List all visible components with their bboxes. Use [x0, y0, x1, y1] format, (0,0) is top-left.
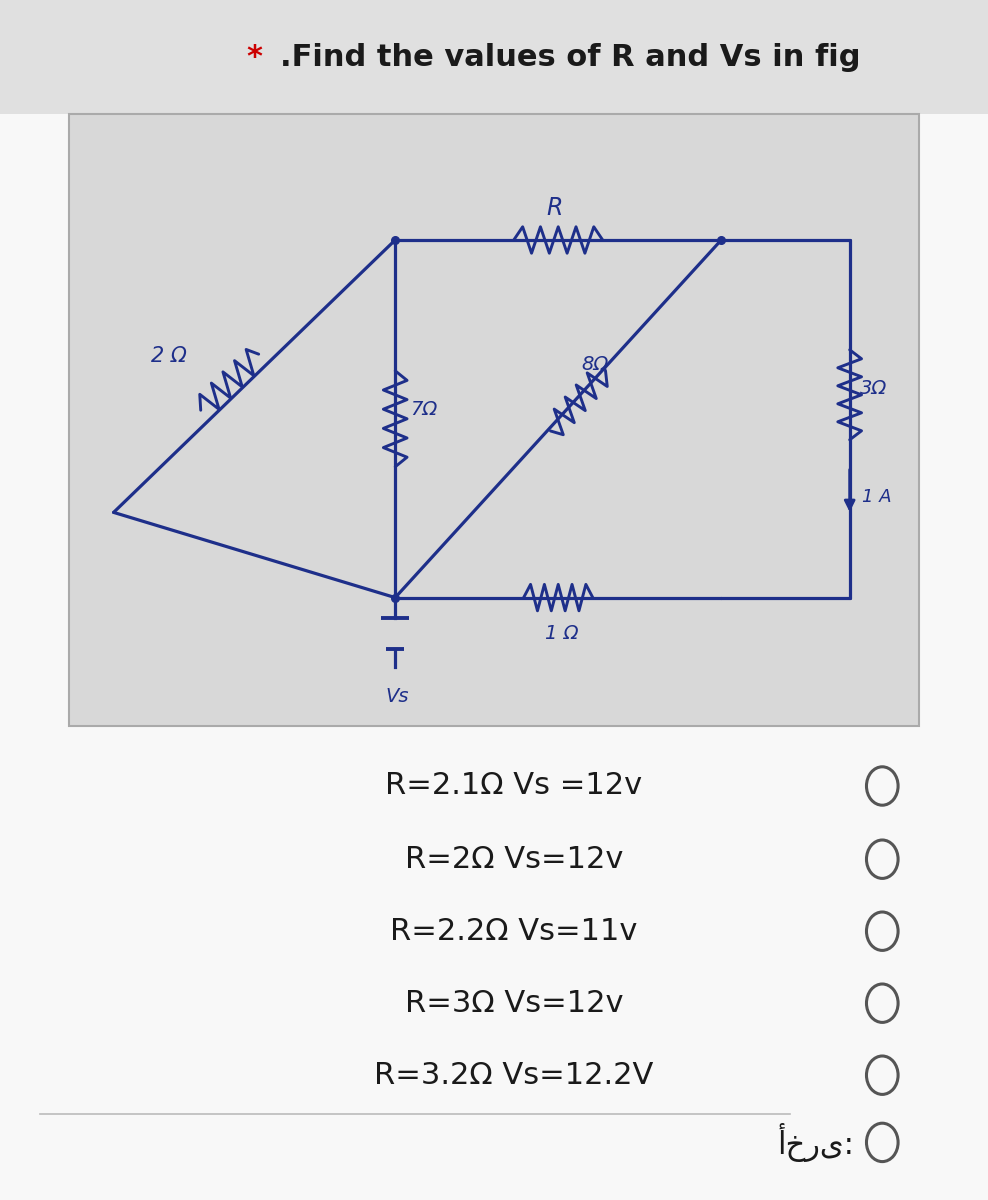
Text: .Find the values of R and Vs in fig: .Find the values of R and Vs in fig	[280, 43, 861, 72]
Text: *: *	[247, 43, 274, 72]
Text: 8Ω: 8Ω	[581, 355, 609, 374]
Text: Vs: Vs	[385, 686, 409, 706]
Text: R: R	[546, 196, 563, 220]
Text: R=3.2Ω Vs=12.2V: R=3.2Ω Vs=12.2V	[374, 1061, 653, 1090]
Text: 1 A: 1 A	[862, 487, 891, 506]
Text: أخرى:: أخرى:	[778, 1123, 855, 1162]
Text: 1 Ω: 1 Ω	[545, 624, 579, 643]
Text: 2 Ω: 2 Ω	[151, 346, 187, 366]
Text: 7Ω: 7Ω	[410, 400, 438, 419]
Text: R=2Ω Vs=12v: R=2Ω Vs=12v	[404, 845, 623, 874]
Bar	[0, 0, 988, 114]
Text: R=2.1Ω Vs =12v: R=2.1Ω Vs =12v	[385, 772, 642, 800]
Text: R=3Ω Vs=12v: R=3Ω Vs=12v	[404, 989, 623, 1018]
Text: R=2.2Ω Vs=11v: R=2.2Ω Vs=11v	[390, 917, 637, 946]
Bar	[69, 114, 919, 726]
Text: 3Ω: 3Ω	[860, 379, 887, 398]
